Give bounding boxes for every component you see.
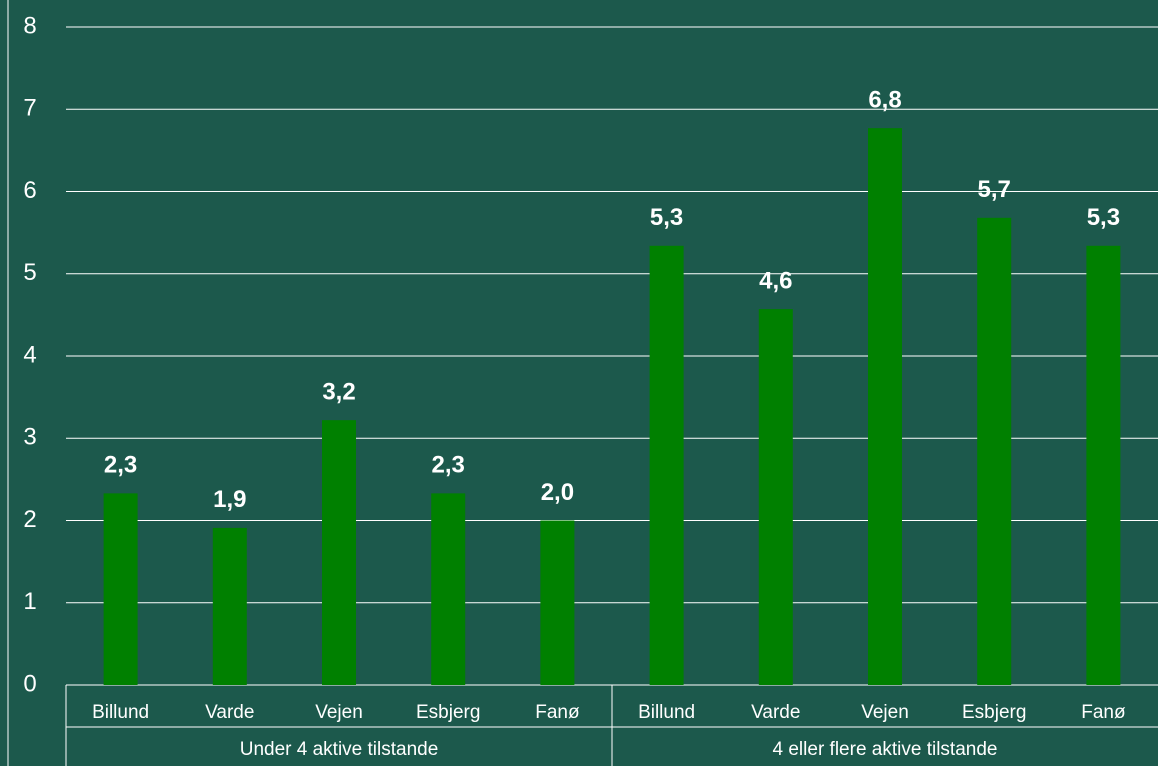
y-tick-label: 8 <box>23 12 36 39</box>
value-label: 4,6 <box>759 267 792 294</box>
group-label: 4 eller flere aktive tilstande <box>773 739 998 760</box>
y-tick-label: 4 <box>23 341 36 368</box>
x-tick-label: Fanø <box>535 702 580 723</box>
bar <box>540 520 575 685</box>
bar <box>322 420 356 685</box>
bar <box>212 527 247 685</box>
bar <box>868 128 902 686</box>
x-tick-label: Billund <box>638 702 695 723</box>
bar <box>758 309 793 685</box>
x-tick-label: Billund <box>92 702 149 723</box>
y-tick-label: 0 <box>23 670 36 697</box>
value-label: 5,7 <box>978 176 1011 203</box>
y-tick-label: 5 <box>23 259 36 286</box>
value-label: 2,0 <box>541 479 574 506</box>
x-tick-label: Vejen <box>315 702 363 723</box>
x-tick-label: Fanø <box>1081 702 1126 723</box>
y-tick-label: 7 <box>23 95 36 122</box>
value-label: 1,9 <box>213 486 246 513</box>
value-label: 6,8 <box>868 87 901 114</box>
y-tick-label: 1 <box>23 588 36 615</box>
bar <box>103 493 138 685</box>
x-tick-label: Vejen <box>861 702 909 723</box>
x-tick-label: Varde <box>205 702 254 723</box>
x-tick-label: Esbjerg <box>962 702 1026 723</box>
bar <box>977 217 1012 685</box>
value-label: 2,3 <box>104 452 137 479</box>
value-label: 2,3 <box>432 452 465 479</box>
bar <box>431 493 466 685</box>
bar <box>649 245 684 685</box>
y-tick-label: 2 <box>23 506 36 533</box>
value-label: 5,3 <box>1087 204 1120 231</box>
group-label: Under 4 aktive tilstande <box>240 739 439 760</box>
value-label: 5,3 <box>650 204 683 231</box>
y-tick-label: 3 <box>23 424 36 451</box>
x-tick-label: Varde <box>751 702 800 723</box>
bar <box>1086 245 1121 685</box>
y-tick-label: 6 <box>23 177 36 204</box>
value-label: 3,2 <box>322 378 355 405</box>
x-tick-label: Esbjerg <box>416 702 480 723</box>
